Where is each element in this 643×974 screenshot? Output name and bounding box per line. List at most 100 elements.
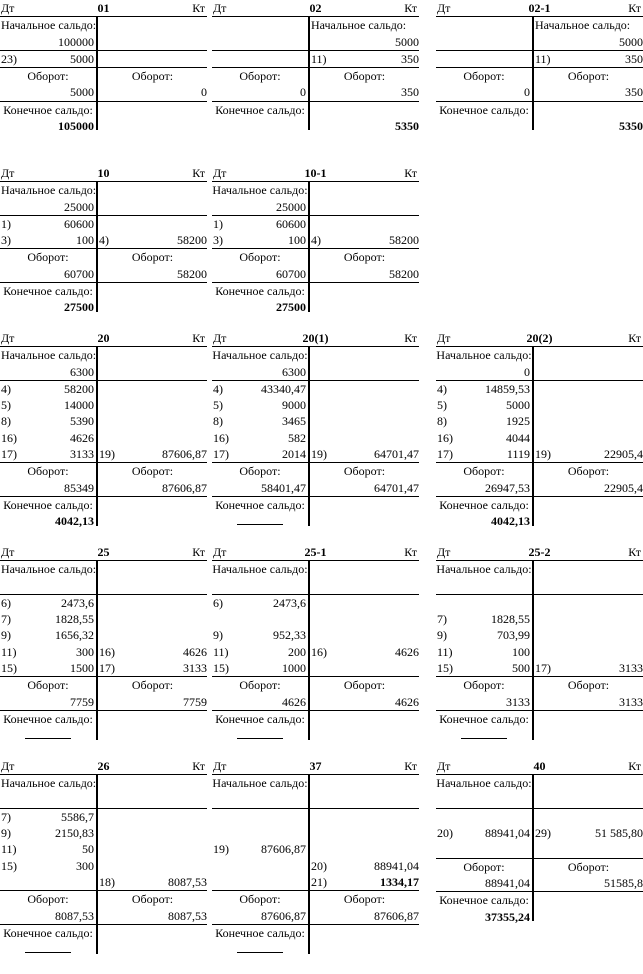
account-number: 02-1 <box>528 1 551 15</box>
entry-debit-ref: 15) <box>437 661 453 676</box>
opening-balance-label-row: Начальное сальдо: <box>0 182 207 198</box>
entry-credit-amount: 4626 <box>183 644 207 659</box>
turnover-credit-label: Оборот: <box>131 464 174 479</box>
credit-label: Кт <box>404 545 417 559</box>
closing-balance-row <box>0 941 207 957</box>
opening-balance-label: Начальное сальдо: <box>1 183 97 198</box>
entry-credit-ref: 19) <box>311 447 327 462</box>
account-divider <box>308 774 310 954</box>
turnover-debit-label: Оборот: <box>239 892 281 907</box>
account-t-26: Дт 26 Кт Начальное сальдо: 7) 5586,7 9) 2150,83… <box>0 758 207 958</box>
turnover-credit-label: Оборот: <box>567 859 610 874</box>
closing-balance-label: Конечное сальдо: <box>3 925 93 940</box>
closing-balance-label-row: Конечное сальдо: <box>212 282 419 299</box>
entry-credit-ref: 4) <box>99 233 109 248</box>
turnover-row: 87606,87 87606,87 <box>212 908 419 924</box>
entry-debit-amount: 5000 <box>70 51 94 66</box>
opening-balance-row: 25000 <box>0 199 207 215</box>
closing-balance-row <box>0 727 207 743</box>
turnover-row: 0 350 <box>212 84 419 100</box>
turnover-debit: 60700 <box>64 266 94 281</box>
opening-balance-label-row: Начальное сальдо: <box>436 775 643 791</box>
account-t-25-2: Дт 25-2 Кт Начальное сальдо: 7) 1828,55 9) 703,… <box>436 544 643 744</box>
entry-credit-amount: 1334,17 <box>380 875 419 890</box>
closing-balance-row <box>212 513 419 529</box>
closing-balance-label-row: Конечное сальдо: <box>0 709 207 727</box>
opening-balance-label: Начальное сальдо: <box>1 776 97 791</box>
entry-row: 20) 88941,04 <box>212 858 419 874</box>
turnover-label-row: Оборот: Оборот: <box>436 67 643 84</box>
entry-credit-ref: 20) <box>311 858 327 873</box>
turnover-debit: 60700 <box>276 266 306 281</box>
account-number: 01 <box>97 1 110 15</box>
entry-debit-amount: 60600 <box>276 216 306 231</box>
debit-label: Дт <box>1 1 15 15</box>
entry-row: 7) 5586,7 <box>0 807 207 825</box>
closing-balance-credit: 5350 <box>395 119 419 134</box>
turnover-row: 88941,04 51585,8 <box>436 875 643 891</box>
account-divider <box>96 774 98 954</box>
entry-row: 3) 100 4) 58200 <box>212 232 419 248</box>
entry-debit-ref: 4) <box>213 381 223 396</box>
entry-credit-amount: 3133 <box>183 661 207 676</box>
entry-credit-ref: 17) <box>99 661 115 676</box>
account-t-01: Дт 01 Кт Начальное сальдо: 100000 23) 5000 Обор… <box>0 0 207 134</box>
opening-balance-label-row: Начальное сальдо: <box>212 347 419 363</box>
entry-debit-amount: 1119 <box>506 447 530 462</box>
closing-balance-label-row: Конечное сальдо: <box>0 495 207 513</box>
account-t-25-1: Дт 25-1 Кт Начальное сальдо: 6) 2473,6 9) 952,3… <box>212 544 419 744</box>
opening-balance-credit: 5000 <box>395 34 419 49</box>
turnover-credit-label: Оборот: <box>131 69 174 84</box>
account-number: 10 <box>97 166 110 180</box>
turnover-debit-label: Оборот: <box>27 892 69 907</box>
account-divider <box>96 16 98 131</box>
account-number: 25-1 <box>304 545 327 559</box>
turnover-debit: 7759 <box>70 694 94 709</box>
turnover-debit-label: Оборот: <box>463 69 505 84</box>
turnover-label-row: Оборот: Оборот: <box>212 462 419 479</box>
account-divider <box>96 560 98 740</box>
credit-label: Кт <box>192 166 205 180</box>
turnover-credit: 7759 <box>183 694 207 709</box>
closing-balance-label: Конечное сальдо: <box>3 711 93 726</box>
opening-balance-label-row: Начальное сальдо: <box>0 17 207 33</box>
account-divider <box>308 560 310 740</box>
debit-label: Дт <box>437 759 451 773</box>
account-divider <box>308 346 310 526</box>
account-number: 26 <box>97 759 110 773</box>
entry-debit-ref: 4) <box>1 381 11 396</box>
closing-balance-blank-line <box>237 730 283 740</box>
turnover-label-row: Оборот: Оборот: <box>212 67 419 84</box>
closing-balance-label: Конечное сальдо: <box>439 102 529 117</box>
entry-debit-amount: 5390 <box>70 414 94 429</box>
account-t-20(1): Дт 20(1) Кт Начальное сальдо: 6300 4) 43340,47… <box>212 330 419 530</box>
entry-row: 15) 300 <box>0 858 207 874</box>
turnover-debit-label: Оборот: <box>27 678 69 693</box>
entry-row: 4) 58200 <box>0 379 207 397</box>
credit-label: Кт <box>628 545 641 559</box>
account-divider <box>532 346 534 526</box>
entry-row: 9) 1656,32 <box>0 627 207 643</box>
account-t-40: Дт 40 Кт Начальное сальдо: 20) 88941,04 29) 51 … <box>436 758 643 925</box>
entry-row: 1) 60600 <box>0 214 207 232</box>
turnover-debit: 0 <box>300 85 306 100</box>
account-t-10: Дт 10 Кт Начальное сальдо: 25000 1) 60600 3) 100… <box>0 165 207 316</box>
entry-debit-ref: 20) <box>437 826 453 841</box>
turnover-row: 85349 87606,87 <box>0 480 207 496</box>
closing-balance-label: Конечное сальдо: <box>439 711 529 726</box>
turnover-debit-label: Оборот: <box>239 678 281 693</box>
closing-balance-empty <box>212 513 308 529</box>
closing-balance-label: Конечное сальдо: <box>215 925 305 940</box>
entry-debit-ref: 17) <box>213 447 229 462</box>
debit-label: Дт <box>437 545 451 559</box>
closing-balance-row: 5350 <box>212 118 419 134</box>
entry-debit-ref: 11) <box>1 842 17 857</box>
turnover-credit: 64701,47 <box>374 480 419 495</box>
closing-balance-label-row: Конечное сальдо: <box>436 100 643 118</box>
account-number: 20(1) <box>302 331 329 345</box>
entry-row: 7) 1828,55 <box>436 611 643 627</box>
entry-row: 11) 100 <box>436 644 643 660</box>
entry-row: 17) 3133 19) 87606,87 <box>0 446 207 462</box>
opening-balance-row: 5000 <box>212 34 419 50</box>
turnover-row: 26947,53 22905,4 <box>436 480 643 496</box>
